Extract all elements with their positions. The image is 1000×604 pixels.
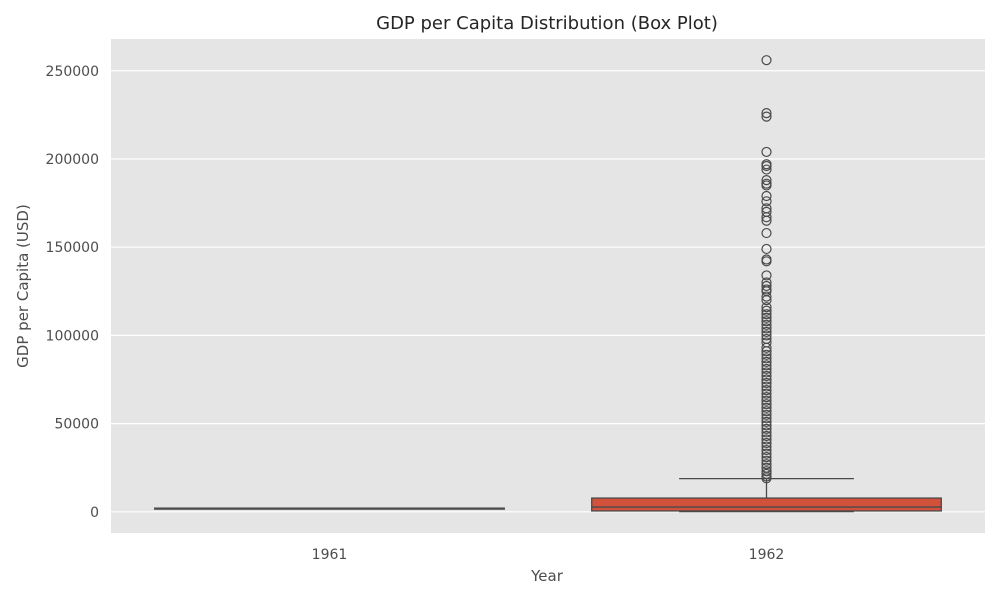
outlier-point [761,309,772,320]
outlier-point [761,323,772,334]
outlier-point [761,295,772,306]
outlier-point [761,455,772,466]
outlier-point [761,164,772,175]
outlier-point [761,360,772,371]
outlier-point [761,280,772,292]
outlier-point [761,399,772,410]
outlier-point [761,196,772,207]
outlier-point [761,302,772,313]
outlier-point [761,434,772,445]
outlier-point [761,420,772,431]
chart-title: GDP per Capita Distribution (Box Plot) [376,13,718,34]
outlier-point [761,111,772,122]
outlier-point [761,459,772,470]
x-tick-labels: 1961 1962 [312,547,785,563]
box-1961 [154,507,505,510]
x-tick-label: 1961 [312,547,348,563]
outlier-point [761,227,772,239]
outlier-point [761,452,772,463]
outlier-point [761,416,772,427]
outlier-point [761,441,772,452]
outlier-point [761,370,772,382]
y-tick-label: 50000 [54,417,99,433]
outlier-point [761,363,772,375]
outlier-point [761,437,772,449]
outlier-point [761,392,772,403]
outlier-point [761,356,772,367]
y-tick-label: 250000 [46,64,99,80]
outlier-point [761,256,772,267]
outlier-point [761,55,772,66]
x-tick-label: 1962 [749,547,785,563]
outlier-point [761,444,772,456]
outlier-point [761,448,772,459]
outlier-point [761,468,772,479]
outlier-point [761,353,772,364]
outlier-point [761,330,772,341]
outlier-point [761,342,772,353]
outlier-point [761,388,772,399]
outlier-point [761,427,772,438]
y-tick-labels: 0 50000 100000 150000 200000 250000 [46,64,99,521]
outlier-point [761,406,772,417]
box-1962 [591,55,942,513]
outlier-point [761,319,772,330]
outlier-point [761,270,772,281]
outlier-point [761,377,772,389]
outlier-point [761,175,772,186]
outlier-point [761,107,772,119]
outlier-point [761,430,772,442]
outlier-point [761,212,772,223]
x-axis-label: Year [530,567,564,585]
outlier-point [761,349,772,360]
outlier-point [761,413,772,424]
y-tick-label: 200000 [46,152,99,168]
outlier-point [761,374,772,385]
outlier-point [761,146,772,158]
y-tick-label: 150000 [46,240,99,256]
outlier-point [761,305,772,316]
outlier-point [761,381,772,392]
outlier-point [761,160,772,172]
outlier-point [761,423,772,435]
plot-area [111,39,985,533]
outlier-point [761,466,772,477]
boxes [154,55,942,513]
outlier-point [761,384,772,396]
outlier-point [761,473,772,484]
outlier-point [761,326,772,337]
outlier-point [761,215,772,226]
y-tick-label: 100000 [46,328,99,344]
outlier-point [761,395,772,406]
outlier-point [761,291,772,302]
box-iqr [591,497,942,512]
outlier-point [761,346,772,357]
outlier-point [761,243,772,255]
y-tick-label: 0 [90,505,99,521]
outlier-point [761,402,772,413]
outlier-point [761,316,772,327]
outlier-point [761,190,772,202]
outlier-point [761,180,772,191]
outlier-point [761,409,772,420]
y-axis-label: GDP per Capita (USD) [14,204,32,368]
outlier-point [761,367,772,378]
outlier-point [761,312,772,323]
